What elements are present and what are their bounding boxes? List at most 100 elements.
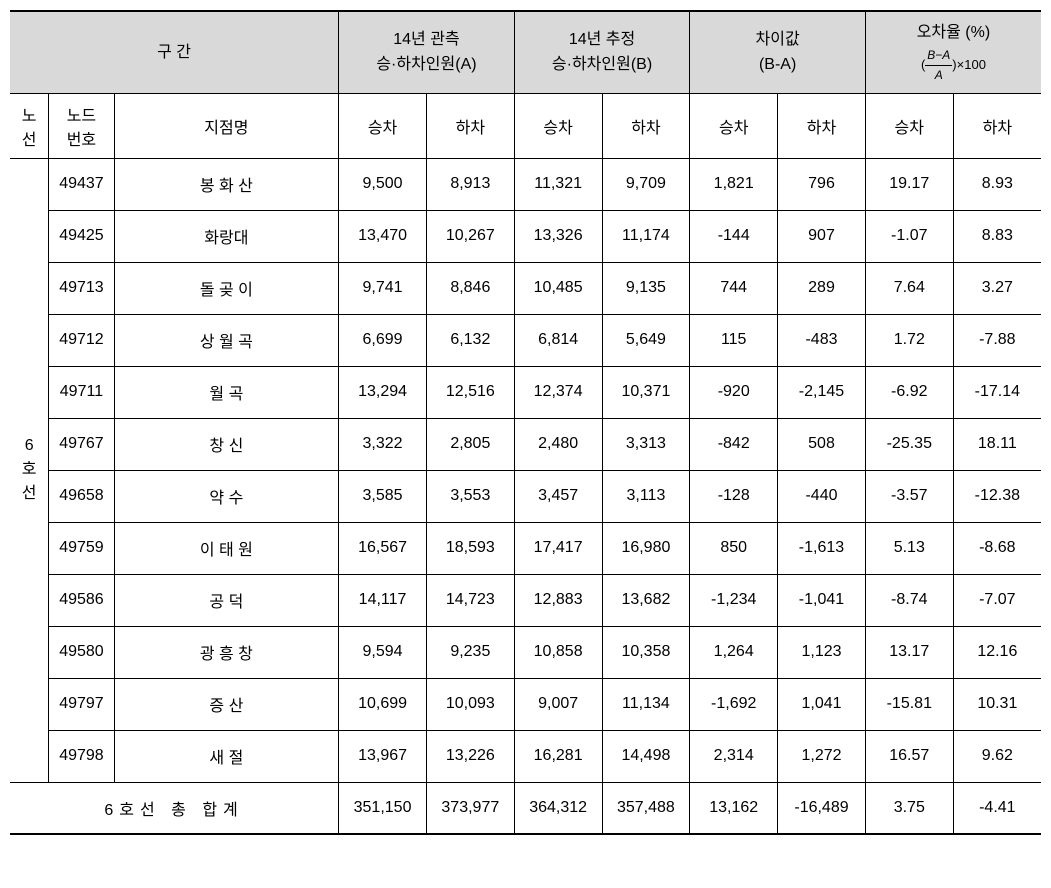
cell-diff-boarding: -1,234 xyxy=(690,574,778,626)
cell-obs-boarding: 9,741 xyxy=(339,262,427,314)
table-row: 49711월 곡13,29412,51612,37410,371-920-2,1… xyxy=(10,366,1041,418)
table-row: 49658약 수3,5853,5533,4573,113-128-440-3.5… xyxy=(10,470,1041,522)
cell-err-boarding: -1.07 xyxy=(865,210,953,262)
cell-err-boarding: 7.64 xyxy=(865,262,953,314)
cell-diff-alighting: 1,272 xyxy=(778,730,866,782)
cell-est-alighting: 13,682 xyxy=(602,574,690,626)
subheader-diff-alighting: 하차 xyxy=(778,93,866,158)
cell-obs-boarding: 10,699 xyxy=(339,678,427,730)
cell-est-boarding: 10,485 xyxy=(514,262,602,314)
table-row: 49425화랑대13,47010,26713,32611,174-144907-… xyxy=(10,210,1041,262)
subheader-obs-alighting: 하차 xyxy=(426,93,514,158)
summary-label: 6호선 총 합계 xyxy=(10,782,339,834)
table-row: 49586공 덕14,11714,72312,88313,682-1,234-1… xyxy=(10,574,1041,626)
header-estimated-line1: 14년 추정 xyxy=(569,31,635,48)
cell-est-boarding: 12,374 xyxy=(514,366,602,418)
cell-diff-boarding: -144 xyxy=(690,210,778,262)
cell-node: 49586 xyxy=(49,574,114,626)
cell-est-alighting: 3,313 xyxy=(602,418,690,470)
cell-node: 49798 xyxy=(49,730,114,782)
cell-diff-alighting: -440 xyxy=(778,470,866,522)
cell-est-boarding: 13,326 xyxy=(514,210,602,262)
cell-est-boarding: 2,480 xyxy=(514,418,602,470)
cell-diff-alighting: 796 xyxy=(778,158,866,210)
cell-est-alighting: 16,980 xyxy=(602,522,690,574)
cell-est-boarding: 11,321 xyxy=(514,158,602,210)
cell-diff-alighting: 289 xyxy=(778,262,866,314)
table-row: 49797증 산10,69910,0939,00711,134-1,6921,0… xyxy=(10,678,1041,730)
header-estimated: 14년 추정 승·하차인원(B) xyxy=(514,11,690,93)
cell-err-boarding: 1.72 xyxy=(865,314,953,366)
cell-station: 화랑대 xyxy=(114,210,339,262)
cell-est-boarding: 9,007 xyxy=(514,678,602,730)
cell-est-boarding: 6,814 xyxy=(514,314,602,366)
table-row: 49713돌 곶 이9,7418,84610,4859,1357442897.6… xyxy=(10,262,1041,314)
cell-obs-boarding: 13,470 xyxy=(339,210,427,262)
cell-obs-alighting: 9,235 xyxy=(426,626,514,678)
cell-obs-boarding: 14,117 xyxy=(339,574,427,626)
subheader-err-boarding: 승차 xyxy=(865,93,953,158)
line-name-cell: 6호선 xyxy=(10,158,49,782)
subheader-obs-boarding: 승차 xyxy=(339,93,427,158)
cell-err-boarding: 16.57 xyxy=(865,730,953,782)
cell-diff-boarding: -1,692 xyxy=(690,678,778,730)
subheader-err-alighting: 하차 xyxy=(953,93,1041,158)
cell-obs-boarding: 9,500 xyxy=(339,158,427,210)
cell-obs-boarding: 13,967 xyxy=(339,730,427,782)
cell-obs-boarding: 9,594 xyxy=(339,626,427,678)
cell-diff-alighting: 508 xyxy=(778,418,866,470)
cell-station: 증 산 xyxy=(114,678,339,730)
header-section: 구 간 xyxy=(10,11,339,93)
subheader-node: 노드번호 xyxy=(49,93,114,158)
header-error-line1: 오차율 (%) xyxy=(917,24,991,41)
cell-node: 49712 xyxy=(49,314,114,366)
table-row: 49580광 흥 창9,5949,23510,85810,3581,2641,1… xyxy=(10,626,1041,678)
cell-est-alighting: 5,649 xyxy=(602,314,690,366)
cell-est-alighting: 9,135 xyxy=(602,262,690,314)
cell-diff-boarding: 850 xyxy=(690,522,778,574)
cell-node: 49425 xyxy=(49,210,114,262)
cell-obs-alighting: 10,267 xyxy=(426,210,514,262)
cell-diff-boarding: -128 xyxy=(690,470,778,522)
cell-est-boarding: 17,417 xyxy=(514,522,602,574)
table-row: 49767창 신3,3222,8052,4803,313-842508-25.3… xyxy=(10,418,1041,470)
cell-err-alighting: 12.16 xyxy=(953,626,1041,678)
table-row: 49798새 절13,96713,22616,28114,4982,3141,2… xyxy=(10,730,1041,782)
cell-obs-alighting: 6,132 xyxy=(426,314,514,366)
cell-err-alighting: 3.27 xyxy=(953,262,1041,314)
summary-obs-boarding: 351,150 xyxy=(339,782,427,834)
cell-est-alighting: 3,113 xyxy=(602,470,690,522)
cell-err-alighting: 18.11 xyxy=(953,418,1041,470)
cell-node: 49767 xyxy=(49,418,114,470)
cell-err-alighting: 9.62 xyxy=(953,730,1041,782)
cell-err-boarding: 5.13 xyxy=(865,522,953,574)
cell-obs-alighting: 8,913 xyxy=(426,158,514,210)
cell-err-alighting: -8.68 xyxy=(953,522,1041,574)
cell-station: 이 태 원 xyxy=(114,522,339,574)
cell-diff-boarding: -920 xyxy=(690,366,778,418)
header-diff-line2: (B-A) xyxy=(759,56,796,73)
subheader-est-alighting: 하차 xyxy=(602,93,690,158)
cell-diff-boarding: 115 xyxy=(690,314,778,366)
cell-obs-alighting: 18,593 xyxy=(426,522,514,574)
cell-obs-boarding: 6,699 xyxy=(339,314,427,366)
summary-err-alighting: -4.41 xyxy=(953,782,1041,834)
cell-diff-alighting: 1,123 xyxy=(778,626,866,678)
cell-diff-boarding: -842 xyxy=(690,418,778,470)
table-row: 49759이 태 원16,56718,59317,41716,980850-1,… xyxy=(10,522,1041,574)
subway-data-table: 구 간 14년 관측 승·하차인원(A) 14년 추정 승·하차인원(B) 차이… xyxy=(10,10,1041,835)
summary-diff-alighting: -16,489 xyxy=(778,782,866,834)
subheader-diff-boarding: 승차 xyxy=(690,93,778,158)
cell-station: 월 곡 xyxy=(114,366,339,418)
cell-est-alighting: 14,498 xyxy=(602,730,690,782)
cell-obs-boarding: 16,567 xyxy=(339,522,427,574)
cell-station: 새 절 xyxy=(114,730,339,782)
cell-diff-alighting: -483 xyxy=(778,314,866,366)
cell-est-boarding: 16,281 xyxy=(514,730,602,782)
cell-est-boarding: 12,883 xyxy=(514,574,602,626)
cell-err-alighting: 10.31 xyxy=(953,678,1041,730)
cell-station: 광 흥 창 xyxy=(114,626,339,678)
cell-obs-alighting: 14,723 xyxy=(426,574,514,626)
table-body: 6호선49437봉 화 산9,5008,91311,3219,7091,8217… xyxy=(10,158,1041,834)
cell-est-alighting: 11,134 xyxy=(602,678,690,730)
